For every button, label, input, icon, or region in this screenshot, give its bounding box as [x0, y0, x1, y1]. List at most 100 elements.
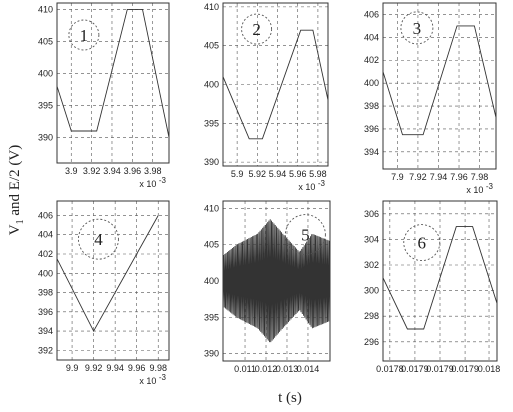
y-tick-label: 400 [38, 268, 53, 278]
y-tick-label: 296 [364, 337, 379, 347]
panel-label-circle [241, 13, 273, 45]
x-tick-label: 0.0179 [451, 364, 479, 374]
y-tick-label: 406 [38, 210, 53, 220]
y-tick-label: 306 [364, 209, 379, 219]
x-tick-label: 7.96 [450, 172, 468, 182]
y-tick-label: 395 [204, 118, 219, 128]
x-tick-label: 5.94 [269, 169, 287, 179]
y-axis-label-subscript: 1 [15, 219, 26, 224]
x-tick-label: 7.9 [391, 172, 404, 182]
x-axis-exponent: x 10 -3 [298, 179, 325, 192]
panel-number: 5 [301, 226, 310, 245]
y-tick-label: 404 [364, 32, 379, 42]
panel-label-circle [284, 214, 326, 256]
x-tick-label: 0.0178 [376, 364, 404, 374]
y-tick-label: 402 [38, 249, 53, 259]
y-tick-label: 394 [364, 147, 379, 157]
x-tick-label: 5.96 [289, 169, 307, 179]
x-tick-label: 0.0179 [401, 364, 429, 374]
x-axis-label: t (s) [278, 390, 302, 406]
y-axis-label: V1 and E/2 (V) [7, 145, 26, 235]
y-tick-label: 392 [38, 345, 53, 355]
x-tick-label: 0.018 [478, 364, 501, 374]
voltage-trace [383, 226, 497, 330]
panel-number: 1 [80, 26, 89, 45]
voltage-trace [383, 25, 496, 136]
plot-frame [56, 2, 170, 164]
plot-frame [222, 2, 329, 167]
y-tick-label: 300 [364, 286, 379, 296]
y-tick-label: 398 [364, 101, 379, 111]
x-tick-label: 3.94 [103, 166, 121, 176]
subplot-4: 9.9 9.92 9.94 9.96 9.98 392 394 396 398 400 402 404… [38, 200, 170, 386]
panel-number: 2 [252, 20, 261, 39]
y-tick-label: 390 [38, 132, 53, 142]
x-axis-exponent: x 10 -3 [466, 182, 493, 195]
y-tick-label: 400 [204, 80, 219, 90]
x-tick-label: 9.94 [106, 363, 124, 373]
x-tick-label: 5.92 [249, 169, 267, 179]
voltage-trace [223, 219, 330, 343]
y-tick-label: 390 [204, 157, 219, 167]
voltage-trace [57, 8, 169, 138]
y-tick-label: 396 [364, 124, 379, 134]
y-tick-label: 405 [38, 36, 53, 46]
subplot-6: 0.01780.01790.01790.01790.01829629830030… [364, 200, 501, 374]
y-tick-label: 404 [38, 230, 53, 240]
y-tick-label: 410 [38, 4, 53, 14]
y-tick-label: 400 [38, 68, 53, 78]
y-tick-label: 400 [364, 78, 379, 88]
y-tick-label: 405 [204, 240, 219, 250]
plot-frame [382, 200, 498, 362]
x-tick-label: 9.98 [149, 363, 167, 373]
x-tick-label: 0.0179 [426, 364, 454, 374]
y-tick-label: 302 [364, 260, 379, 270]
y-tick-label: 304 [364, 234, 379, 244]
x-axis-exponent: x 10 -3 [139, 373, 166, 386]
plot-frame [56, 200, 170, 361]
y-tick-label: 395 [204, 312, 219, 322]
x-tick-label: 3.9 [65, 166, 78, 176]
x-tick-label: 9.92 [85, 363, 103, 373]
panel-label-circle [68, 19, 100, 51]
panel-label-circle [400, 11, 434, 45]
x-tick-label: 9.9 [66, 363, 79, 373]
x-tick-label: 5.9 [231, 169, 244, 179]
y-tick-label: 298 [364, 311, 379, 321]
x-tick-label: 5.98 [309, 169, 327, 179]
x-tick-label: 7.98 [471, 172, 489, 182]
x-tick-label: 7.94 [430, 172, 448, 182]
panel-label-circle [403, 224, 441, 262]
y-tick-label: 405 [204, 41, 219, 51]
subplot-1: 3.9 3.92 3.94 3.96 3.98 390 395 400 405 410 1 x 10 … [38, 2, 170, 189]
panel-number: 3 [413, 19, 422, 38]
subplot-2: 5.9 5.92 5.94 5.96 5.98 390 395 400 405 410 2 x 10 … [204, 2, 329, 192]
panel-number: 4 [94, 230, 103, 249]
y-tick-label: 402 [364, 55, 379, 65]
x-tick-label: 7.92 [409, 172, 427, 182]
y-tick-label: 396 [38, 307, 53, 317]
y-tick-label: 410 [204, 203, 219, 213]
x-tick-label: 3.96 [124, 166, 142, 176]
plot-frame [382, 2, 497, 170]
y-tick-label: 398 [38, 288, 53, 298]
x-tick-label: 0.014 [297, 364, 320, 374]
x-axis-exponent: x 10 -3 [139, 176, 166, 189]
x-tick-label: 0.012 [255, 364, 278, 374]
voltage-trace [57, 215, 159, 333]
subplot-3: 7.9 7.92 7.94 7.96 7.98 394 396 398 400 402 404 406… [364, 2, 497, 195]
x-tick-label: 3.98 [144, 166, 162, 176]
y-tick-label: 390 [204, 349, 219, 359]
panel-number: 6 [418, 234, 427, 253]
voltage-trace [223, 29, 328, 140]
x-tick-label: 9.96 [128, 363, 146, 373]
panel-label-circle [77, 218, 119, 260]
y-tick-label: 410 [204, 2, 219, 12]
y-tick-label: 400 [204, 276, 219, 286]
y-tick-label: 406 [364, 9, 379, 19]
x-tick-label: 0.013 [276, 364, 299, 374]
plot-frame [222, 200, 331, 362]
y-tick-label: 394 [38, 326, 53, 336]
